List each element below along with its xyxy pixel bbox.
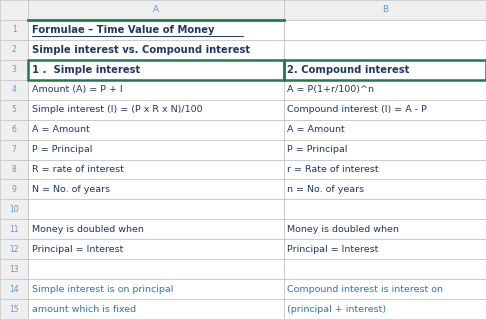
Text: 9: 9 xyxy=(12,185,17,194)
Text: 5: 5 xyxy=(12,105,17,114)
Bar xyxy=(284,40,486,60)
Text: 10: 10 xyxy=(9,205,19,214)
Text: 4: 4 xyxy=(12,85,17,94)
Text: Money is doubled when: Money is doubled when xyxy=(287,225,399,234)
Text: 3: 3 xyxy=(12,65,17,74)
Text: 8: 8 xyxy=(12,165,17,174)
Bar xyxy=(28,0,284,20)
Bar xyxy=(28,199,284,219)
Text: Simple interest vs. Compound interest: Simple interest vs. Compound interest xyxy=(32,45,250,55)
Bar xyxy=(28,20,284,40)
Bar xyxy=(284,60,486,80)
Bar xyxy=(28,179,284,199)
Text: (principal + interest): (principal + interest) xyxy=(287,305,386,314)
Bar xyxy=(0,199,28,219)
Bar xyxy=(284,120,486,140)
Bar xyxy=(284,160,486,179)
Text: A = Amount: A = Amount xyxy=(32,125,89,134)
Bar xyxy=(0,299,28,319)
Text: Compound interest is interest on: Compound interest is interest on xyxy=(287,285,443,293)
Text: A = P(1+r/100)^n: A = P(1+r/100)^n xyxy=(287,85,374,94)
Text: 12: 12 xyxy=(9,245,19,254)
Bar xyxy=(28,299,284,319)
Text: Money is doubled when: Money is doubled when xyxy=(32,225,143,234)
Bar xyxy=(0,239,28,259)
Bar xyxy=(28,60,284,80)
Bar xyxy=(284,80,486,100)
Text: B: B xyxy=(382,5,388,14)
Bar xyxy=(0,160,28,179)
Bar xyxy=(284,259,486,279)
Bar xyxy=(284,299,486,319)
Text: N = No. of years: N = No. of years xyxy=(32,185,110,194)
Bar xyxy=(28,219,284,239)
Text: 13: 13 xyxy=(9,265,19,274)
Text: Principal = Interest: Principal = Interest xyxy=(32,245,123,254)
Bar xyxy=(284,179,486,199)
Text: Principal = Interest: Principal = Interest xyxy=(287,245,379,254)
Bar xyxy=(28,160,284,179)
Bar xyxy=(284,0,486,20)
Text: A: A xyxy=(153,5,159,14)
Text: 7: 7 xyxy=(12,145,17,154)
Bar xyxy=(28,80,284,100)
Text: A = Amount: A = Amount xyxy=(287,125,345,134)
Bar xyxy=(284,20,486,40)
Text: Compound interest (I) = A - P: Compound interest (I) = A - P xyxy=(287,105,427,114)
Text: 11: 11 xyxy=(9,225,19,234)
Bar xyxy=(28,120,284,140)
Bar xyxy=(0,219,28,239)
Text: 6: 6 xyxy=(12,125,17,134)
Bar xyxy=(0,60,28,80)
Bar xyxy=(284,140,486,160)
Text: P = Principal: P = Principal xyxy=(287,145,347,154)
Bar xyxy=(0,40,28,60)
Bar xyxy=(0,120,28,140)
Bar xyxy=(28,239,284,259)
Bar xyxy=(0,0,28,20)
Bar xyxy=(284,100,486,120)
Bar xyxy=(28,60,284,80)
Text: 2: 2 xyxy=(12,45,17,54)
Bar xyxy=(284,199,486,219)
Text: 15: 15 xyxy=(9,305,19,314)
Text: Amount (A) = P + I: Amount (A) = P + I xyxy=(32,85,122,94)
Bar xyxy=(28,140,284,160)
Text: 1: 1 xyxy=(12,26,17,34)
Bar xyxy=(0,80,28,100)
Text: 14: 14 xyxy=(9,285,19,293)
Bar xyxy=(0,20,28,40)
Bar xyxy=(0,259,28,279)
Text: 2. Compound interest: 2. Compound interest xyxy=(287,65,409,75)
Text: Simple interest is on principal: Simple interest is on principal xyxy=(32,285,173,293)
Text: Simple interest (I) = (P x R x N)/100: Simple interest (I) = (P x R x N)/100 xyxy=(32,105,202,114)
Bar xyxy=(284,219,486,239)
Text: 1 .  Simple interest: 1 . Simple interest xyxy=(32,65,140,75)
Bar xyxy=(0,279,28,299)
Bar xyxy=(284,279,486,299)
Bar xyxy=(28,279,284,299)
Bar xyxy=(28,100,284,120)
Text: n = No. of years: n = No. of years xyxy=(287,185,364,194)
Bar xyxy=(0,140,28,160)
Bar xyxy=(28,259,284,279)
Text: R = rate of interest: R = rate of interest xyxy=(32,165,123,174)
Bar xyxy=(28,40,284,60)
Bar xyxy=(0,179,28,199)
Text: Formulae – Time Value of Money: Formulae – Time Value of Money xyxy=(32,25,214,35)
Bar xyxy=(284,239,486,259)
Bar xyxy=(0,100,28,120)
Text: r = Rate of interest: r = Rate of interest xyxy=(287,165,379,174)
Text: amount which is fixed: amount which is fixed xyxy=(32,305,136,314)
Text: P = Principal: P = Principal xyxy=(32,145,92,154)
Bar xyxy=(284,60,486,80)
